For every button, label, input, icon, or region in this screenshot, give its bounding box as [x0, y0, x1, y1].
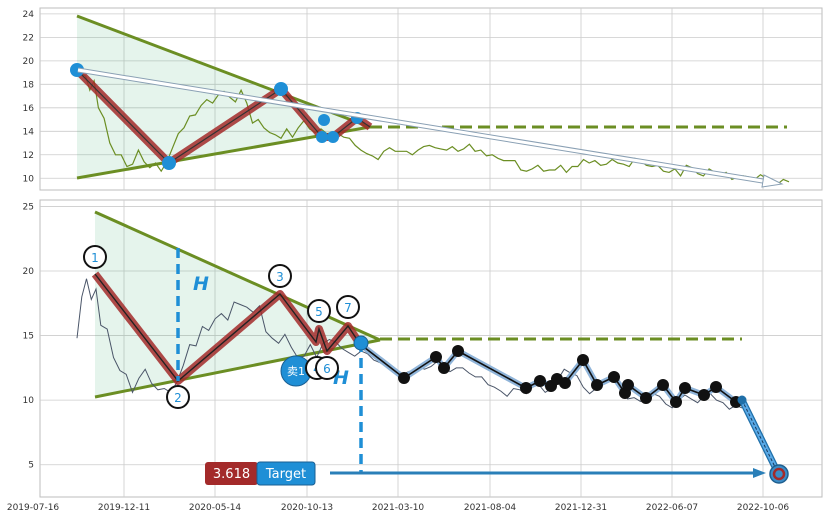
pattern-point-label: 7	[336, 295, 360, 319]
target-arrow-start	[737, 395, 747, 405]
top-y-tick-label: 20	[23, 57, 35, 67]
swing-point	[438, 362, 450, 374]
sell-signal-marker: 卖1	[280, 355, 312, 387]
height-label-1: H	[193, 273, 209, 295]
bottom-x-tick-label: 2020-05-14	[189, 503, 242, 513]
target-label-text: Target	[265, 467, 306, 482]
bottom-x-tick-label: 2021-03-10	[372, 503, 425, 513]
pattern-label-text: 3	[276, 270, 284, 284]
bottom-x-tick-label: 2020-10-13	[281, 503, 333, 513]
target-value-text: 3.618	[213, 467, 250, 482]
swing-point	[559, 377, 571, 389]
top-pivot-marker	[274, 82, 288, 96]
target-arrow	[737, 395, 782, 477]
top-pivot-marker	[316, 131, 328, 143]
top-price-series	[76, 69, 790, 185]
target-arrow-core	[741, 399, 779, 474]
swing-point	[679, 382, 691, 394]
swing-point	[577, 354, 589, 366]
target-point-marker	[769, 464, 789, 484]
bottom-x-tick-label: 2019-12-11	[98, 503, 150, 513]
swing-point	[710, 381, 722, 393]
pattern-label-ring	[83, 245, 107, 269]
bottom-y-tick-label: 25	[23, 202, 34, 212]
top-panel	[70, 14, 790, 188]
top-y-tick-label: 18	[23, 80, 35, 90]
pattern-label-ring	[315, 356, 339, 380]
pattern-point-label: 6	[315, 356, 339, 380]
bottom-panel: 3.618 Target H H 卖1 1 2	[76, 210, 789, 486]
projection-swing-points	[398, 345, 742, 408]
swing-point	[608, 371, 620, 383]
swing-point	[640, 392, 652, 404]
target-value-badge: 3.618	[205, 462, 258, 485]
pattern-label-text: 2	[174, 391, 182, 405]
bottom-x-tick-label: 2022-10-06	[737, 503, 790, 513]
top-pivot-marker	[162, 156, 176, 170]
bottom-y-tick-label: 10	[23, 396, 35, 406]
bottom-y-tick-label: 20	[23, 267, 35, 277]
swing-point	[670, 396, 682, 408]
top-trend-arrow-shaft-inner	[77, 68, 776, 185]
bottom-y-tick-label: 5	[28, 461, 34, 471]
swing-point	[430, 351, 442, 363]
bottom-x-tick-label: 2019-07-16	[7, 503, 60, 513]
pattern-point-label: 1	[83, 245, 107, 269]
bottom-y-tick-label: 15	[23, 332, 34, 342]
target-point-ring	[772, 467, 786, 481]
pattern-label-text: 1	[91, 251, 99, 265]
pattern-label-ring	[336, 295, 360, 319]
bottom-triangle-fill	[95, 212, 380, 397]
pattern-label-ring	[307, 299, 331, 323]
top-pivot-marker	[327, 131, 339, 143]
bottom-panel-frame	[39, 199, 823, 498]
pattern-label-ring	[268, 264, 292, 288]
top-pivot-marker	[318, 114, 330, 126]
bottom-zigzag-core	[94, 273, 361, 383]
target-label-badge-bg	[256, 461, 316, 486]
bottom-upper-trendline	[94, 210, 381, 342]
bottom-x-tick-label: 2022-06-07	[646, 503, 698, 513]
top-pivot-marker	[70, 63, 84, 77]
top-y-tick-label: 16	[23, 104, 35, 114]
swing-point	[622, 379, 634, 391]
swing-point	[452, 345, 464, 357]
top-y-tick-label: 12	[23, 151, 34, 161]
pattern-point-label: 3	[268, 264, 292, 288]
target-level-arrow-head	[753, 468, 766, 478]
pattern-label-text: 5	[315, 305, 323, 319]
pattern-label-text: 7	[344, 301, 352, 315]
sell-signal-text: 卖1	[287, 365, 305, 378]
swing-point	[591, 379, 603, 391]
pattern-point-labels: 1 2 3 5 7	[83, 245, 360, 409]
top-trend-arrow-head	[761, 174, 784, 188]
swing-point	[657, 379, 669, 391]
pattern-label-ring	[166, 385, 190, 409]
swing-point	[520, 382, 532, 394]
pattern-point-label: 5	[307, 299, 331, 323]
swing-point	[398, 372, 410, 384]
bottom-x-tick-label: 2021-12-31	[555, 503, 607, 513]
swing-point	[534, 375, 546, 387]
top-trend-arrow	[77, 67, 784, 188]
top-y-tick-label: 14	[23, 127, 35, 137]
bottom-x-tick-label: 2021-08-04	[464, 503, 517, 513]
top-triangle-fill	[77, 16, 370, 178]
breakout-point-marker	[353, 335, 369, 351]
target-value-badge-bg	[205, 462, 258, 485]
pattern-label-text: 6	[323, 362, 331, 376]
top-y-tick-label: 10	[23, 174, 35, 184]
target-label-badge: Target	[256, 461, 316, 486]
top-pivot-markers	[70, 63, 363, 170]
top-panel-frame	[39, 7, 823, 191]
top-y-tick-label: 24	[23, 10, 35, 20]
pattern-point-label: 2	[166, 385, 190, 409]
top-y-tick-label: 22	[23, 33, 34, 43]
swing-point	[698, 389, 710, 401]
